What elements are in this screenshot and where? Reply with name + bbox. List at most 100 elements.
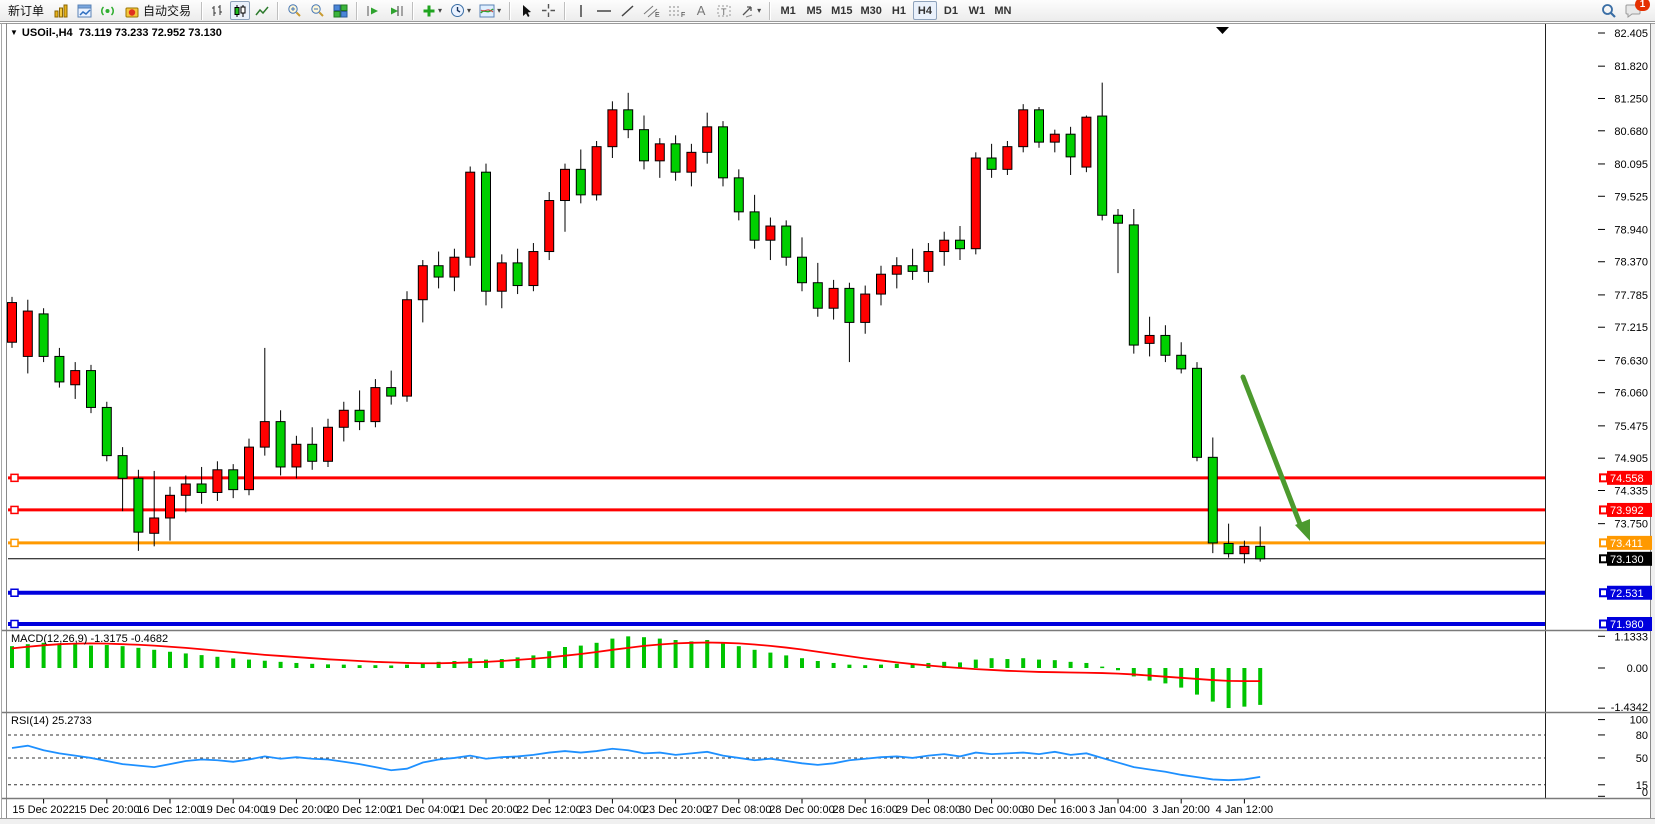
axis-label: 77.215 — [1614, 322, 1648, 334]
toolbar-separator — [564, 1, 567, 20]
line-chart-icon — [255, 6, 269, 15]
macd-bar — [563, 647, 567, 668]
price-label-anchor — [1599, 588, 1608, 598]
candlestick-type-button[interactable] — [230, 1, 251, 20]
candle-body — [607, 109, 618, 148]
timeframe-h1-button[interactable]: H1 — [887, 1, 911, 20]
chart-canvas[interactable]: 82.405 81.820 81.250 80.680 80.095 79.525 78.9… — [0, 23, 1655, 824]
candle-body — [1049, 133, 1060, 143]
candle-body — [591, 146, 602, 196]
candle-body — [259, 421, 270, 448]
cursor-tool-button[interactable] — [516, 1, 536, 20]
candle-body — [891, 265, 902, 275]
axis-label: 4 Jan 12:00 — [1216, 804, 1274, 816]
chart-shift-button[interactable] — [386, 1, 407, 20]
new-chart-button[interactable] — [51, 1, 72, 20]
cursor-icon — [522, 4, 531, 17]
candle-body — [244, 446, 254, 491]
hline-handle[interactable] — [10, 619, 19, 629]
macd-signal-line — [11, 641, 1261, 683]
templates-button[interactable]: ▾ — [476, 1, 504, 20]
macd-bar — [278, 661, 283, 668]
annotation-arrow-head[interactable] — [1295, 519, 1310, 541]
tile-windows-button[interactable] — [330, 1, 351, 20]
horizontal-line-icon — [597, 9, 612, 12]
timeframe-m1-button[interactable]: M1 — [776, 1, 800, 20]
macd-bar — [515, 657, 520, 668]
macd-bar — [894, 663, 899, 668]
bar-chart-type-button[interactable] — [208, 1, 228, 20]
macd-bar — [262, 660, 267, 668]
timeframe-m5-button[interactable]: M5 — [802, 1, 826, 20]
macd-bar — [800, 658, 804, 668]
chart-shift-icon — [391, 5, 403, 16]
axis-label: 78.940 — [1614, 224, 1648, 236]
hline-handle[interactable] — [10, 538, 19, 548]
timeframe-mn-button[interactable]: MN — [991, 1, 1015, 20]
annotation-arrow[interactable] — [1240, 374, 1303, 527]
candle-body — [923, 251, 934, 272]
timeframe-h4-button[interactable]: H4 — [912, 1, 937, 20]
zoom-in-button[interactable] — [284, 1, 305, 20]
macd-bar — [910, 663, 915, 668]
auto-scroll-button[interactable] — [363, 1, 384, 20]
toolbar-separator — [201, 1, 204, 20]
channel-tool-button[interactable]: E — [640, 1, 663, 20]
line-chart-type-button[interactable] — [252, 1, 272, 20]
axis-label: 23 Dec 20:00 — [643, 804, 708, 816]
crosshair-tool-button[interactable] — [538, 1, 559, 20]
candle-body — [654, 143, 665, 162]
fibonacci-tool-button[interactable]: F — [665, 1, 689, 20]
macd-bar — [1021, 658, 1026, 668]
indicators-button[interactable]: ▾ — [419, 1, 445, 20]
hline-handle[interactable] — [10, 588, 19, 598]
new-order-button[interactable]: 新订单 — [3, 1, 49, 20]
zoom-out-button[interactable] — [307, 1, 328, 20]
macd-bar — [10, 646, 14, 668]
candle-body — [560, 168, 570, 202]
chat-button[interactable]: 1 — [1622, 0, 1650, 20]
vertical-line-tool-button[interactable] — [571, 1, 591, 20]
macd-bar — [863, 665, 868, 668]
text-label-tool-button[interactable]: T — [713, 1, 735, 20]
auto-scroll-icon — [367, 5, 379, 16]
signals-button[interactable] — [97, 1, 118, 20]
timeframe-m30-button[interactable]: M30 — [858, 1, 885, 20]
hline-handle[interactable] — [10, 505, 19, 515]
collapse-triangle-icon: ▼ — [10, 28, 18, 37]
macd-bar — [57, 643, 62, 668]
candle-body — [402, 299, 412, 397]
candle-body — [417, 265, 428, 301]
timeframe-d1-button[interactable]: D1 — [939, 1, 963, 20]
arrows-tool-button[interactable]: ▾ — [737, 1, 764, 20]
toolbar-separator — [769, 1, 772, 20]
candle-body — [970, 157, 981, 250]
autotrading-button[interactable]: 自动交易 — [120, 1, 196, 20]
macd-bar — [626, 636, 631, 668]
axis-label: 1.1333 — [1614, 631, 1648, 643]
axis-label: 23 Dec 04:00 — [580, 804, 645, 816]
candle-body — [1081, 116, 1092, 168]
search-button[interactable] — [1598, 1, 1620, 20]
text-tool-button[interactable]: A — [691, 1, 711, 20]
autotrading-label: 自动交易 — [143, 4, 192, 18]
macd-bar — [657, 638, 662, 668]
macd-bar — [1147, 668, 1152, 681]
periods-button[interactable]: ▾ — [447, 1, 474, 20]
profiles-button[interactable] — [74, 1, 95, 20]
candle-body — [465, 171, 476, 258]
price-label-anchor — [1599, 538, 1608, 548]
svg-text:E: E — [655, 12, 660, 18]
dropdown-caret-icon: ▾ — [757, 6, 762, 15]
candle-body — [1113, 214, 1123, 224]
timeframe-m15-button[interactable]: M15 — [828, 1, 855, 20]
horizontal-line-tool-button[interactable] — [593, 1, 615, 20]
macd-bar — [120, 646, 125, 668]
hline-handle[interactable] — [10, 473, 19, 483]
axis-label: 81.820 — [1614, 61, 1648, 73]
trendline-tool-button[interactable] — [617, 1, 638, 20]
clock-icon — [451, 4, 465, 17]
text-label-icon: T — [717, 5, 731, 17]
timeframe-w1-button[interactable]: W1 — [965, 1, 989, 20]
price-label-anchor — [1599, 619, 1608, 629]
